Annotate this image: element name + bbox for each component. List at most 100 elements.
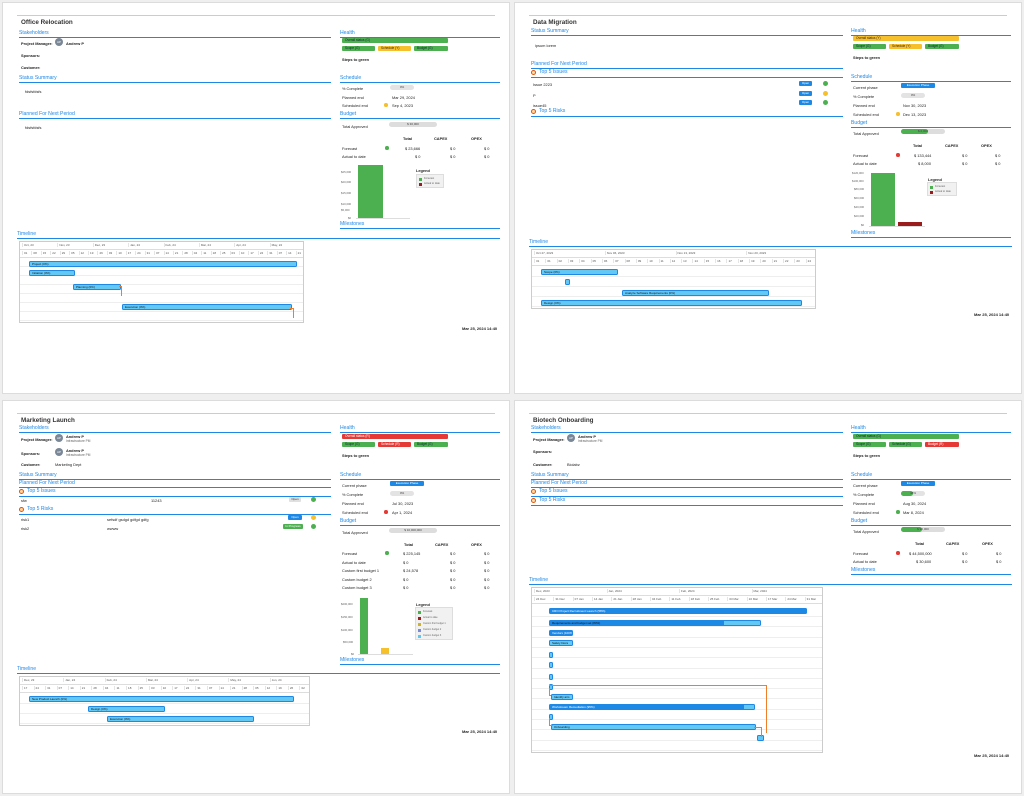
timeline-day: 15 [40, 251, 50, 255]
status-summary-heading: Status Summary [19, 472, 57, 478]
gantt-task[interactable]: CRO Project Recruitment Launch (58%) [549, 608, 807, 614]
gantt-task[interactable]: Identify aim [551, 694, 573, 700]
forecast-opex: $ 0 [995, 153, 1001, 158]
col-capex: CAPEX [945, 143, 959, 148]
health-heading: Health [851, 425, 866, 431]
gantt-task[interactable] [549, 652, 553, 658]
gantt-task[interactable]: Workstream Remediation (95%) [549, 704, 755, 710]
scheduled-end-value: Sep 4, 2023 [392, 103, 413, 108]
warning-icon [531, 498, 536, 503]
gantt-timeline: Oct, 23 Nov, 23 Dec, 23 Jan, 24 Feb, 24 Mar, … [19, 241, 304, 323]
health-scope: Scope (G) [342, 442, 375, 447]
gantt-task[interactable]: Requirements and budget set (83%) [549, 620, 761, 626]
gantt-task[interactable]: Analyze Software Requirements (0%) [622, 290, 769, 296]
timeline-day: 14 [218, 686, 231, 690]
gantt-task[interactable] [549, 684, 553, 690]
gantt-task[interactable]: Initiation (0%) [29, 270, 75, 276]
timeline-day: 14 [692, 259, 703, 263]
timeline-day: 26 [287, 686, 300, 690]
gantt-task[interactable]: Execution (0%) [122, 304, 292, 310]
timeline-month: Mar, 2024 [751, 589, 823, 593]
gantt-task[interactable]: New Product Launch (0%) [29, 696, 294, 702]
gantt-task[interactable]: Project (0%) [29, 261, 297, 267]
health-budget: Budget (G) [414, 46, 448, 51]
planned-end-label: Planned end [342, 501, 364, 506]
timeline-day: 04 [191, 251, 201, 255]
timeline-month: May, 24 [269, 243, 303, 247]
timeline-day: 19 [276, 686, 288, 690]
forecast-opex: $ 0 [996, 551, 1002, 556]
planned-heading: Planned For Next Period [531, 61, 587, 67]
forecast-status-dot [385, 146, 389, 150]
budget-row-capex: $ 0 [450, 559, 456, 565]
timeline-day: 24 [33, 686, 46, 690]
budget-row-capex: $ 0 [450, 585, 456, 590]
timeline-day: 19 [749, 259, 760, 263]
timeline-row [532, 677, 822, 679]
issue-status-badge: Open [799, 91, 812, 96]
timeline-day: 28 [241, 686, 254, 690]
gantt-task[interactable] [549, 674, 553, 680]
warning-icon [531, 109, 536, 114]
timeline-day: 21 [295, 251, 303, 255]
timeline-day: 12 [264, 686, 277, 690]
timeline-row [532, 719, 822, 720]
phase-label: Current phase [853, 85, 878, 90]
scheduled-end-value: Mar 8, 2024 [903, 510, 924, 515]
planned-end-value: Nov 30, 2023 [903, 103, 927, 108]
issues-heading: Top 5 Issues [539, 69, 568, 75]
actual-capex: $ 0 [962, 161, 968, 166]
timeline-month: Oct 27, 2023 [534, 251, 605, 255]
timeline-day: 11 [114, 686, 126, 690]
forecast-bar [871, 173, 895, 226]
gantt-task[interactable]: Execution (0%) [107, 716, 254, 722]
gantt-task[interactable]: Design (0%) [541, 300, 802, 306]
timeline-day: 12 [669, 259, 681, 263]
gantt-task[interactable] [549, 714, 553, 720]
col-total: Total [915, 541, 925, 546]
gantt-task[interactable] [549, 662, 553, 668]
issues-heading: Top 5 Issues [27, 488, 56, 494]
timeline-month: Nov 20, 2023 [746, 251, 815, 255]
timeline-month: Dec, 23 [92, 243, 128, 247]
page-title: Office Relocation [21, 19, 73, 26]
timeline-day: 05 [69, 251, 78, 255]
issue-name: sfw [21, 498, 27, 503]
budget-row-opex: $ 0 [484, 585, 490, 590]
schedule-status-dot [896, 510, 900, 514]
status-summary-heading: Status Summary [19, 75, 57, 81]
timeline-day: 18 [737, 259, 749, 263]
budget-row-total: $ 0 [403, 585, 409, 590]
gantt-task[interactable] [757, 735, 764, 741]
gantt-task[interactable]: Design (0%) [88, 706, 165, 712]
health-budget: Budget (R) [925, 442, 959, 447]
health-schedule: Schedule (R) [378, 442, 411, 447]
gantt-task[interactable]: Scope (0%) [541, 269, 618, 275]
report-page-marketing-launch: Marketing Launch Stakeholders Project Ma… [2, 400, 510, 794]
forecast-total: $ 44,500,000 [909, 551, 932, 556]
gantt-task[interactable]: Safety Docs [549, 640, 573, 646]
gantt-task[interactable] [565, 279, 570, 285]
stakeholders-heading: Stakeholders [19, 425, 49, 431]
phase-label: Current phase [853, 483, 878, 488]
timeline-heading: Timeline [529, 239, 549, 245]
timeline-month: Nov 13, 2023 [675, 251, 747, 255]
pct-complete-label: % Complete [342, 86, 364, 91]
health-scope: Scope (G) [853, 442, 886, 447]
timeline-day: 14 [163, 251, 173, 255]
scheduled-end-label: Scheduled end [342, 103, 368, 108]
issue-name: issue45 [533, 103, 547, 108]
col-opex: OPEX [981, 143, 992, 148]
timeline-row [532, 739, 822, 741]
pm-name: Andrew P [578, 434, 596, 439]
budget-row-label: Custom budget 3 [342, 585, 372, 590]
gantt-task[interactable]: Vendors (100%) [549, 630, 573, 636]
timeline-day: 17 Mar [766, 597, 785, 601]
chart-legend: Forecast Actual to date [927, 182, 957, 196]
health-heading: Health [340, 30, 355, 36]
page-title: Marketing Launch [21, 417, 75, 424]
gantt-task[interactable]: Planning (0%) [73, 284, 121, 290]
timeline-month: Jan, 24 [63, 678, 104, 682]
timeline-day: 31 [144, 251, 154, 255]
timeline-day: 17 [248, 251, 257, 255]
